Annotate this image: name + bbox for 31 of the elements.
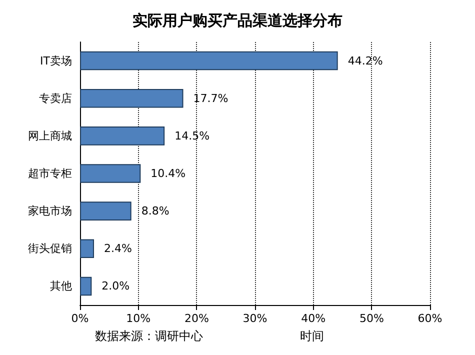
y-tick-label: IT卖场	[40, 54, 72, 68]
bar	[80, 276, 92, 296]
x-tick-label: 40%	[301, 312, 326, 325]
x-tick-label: 30%	[242, 312, 268, 325]
x-tick-label: 50%	[359, 312, 384, 325]
y-tick-label: 其他	[50, 280, 72, 293]
y-tick-label: 超市专柜	[28, 167, 72, 180]
x-tick-label: 20%	[184, 312, 209, 325]
y-tick-label: 网上商城	[28, 129, 72, 142]
data-label: 44.2%	[348, 54, 383, 68]
bar	[80, 239, 94, 258]
data-label: 8.8%	[141, 204, 170, 218]
bar	[80, 88, 184, 108]
y-tick-label: 家电市场	[28, 204, 72, 218]
bar	[80, 164, 141, 183]
data-label: 2.0%	[102, 280, 130, 293]
data-label: 2.4%	[104, 242, 132, 256]
data-label: 10.4%	[150, 167, 186, 180]
bar	[80, 202, 132, 220]
bar	[80, 126, 165, 146]
bar	[80, 51, 338, 70]
text: 时间	[300, 329, 324, 343]
source-note: 数据来源：调研中心	[95, 329, 203, 343]
chart-title: 实际用户购买产品渠道选择分布	[132, 12, 342, 30]
y-tick-label: 街头促销	[28, 242, 72, 256]
x-tick-label: 10%	[126, 312, 151, 325]
x-tick-label: 60%	[418, 312, 442, 325]
y-tick-label: 专卖店	[39, 92, 72, 105]
x-tick-label: 0%	[71, 312, 89, 325]
data-label: 17.7%	[193, 92, 228, 105]
data-label: 14.5%	[174, 129, 210, 142]
